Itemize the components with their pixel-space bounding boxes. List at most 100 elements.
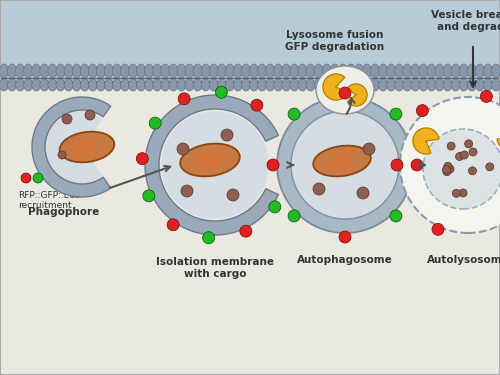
Ellipse shape	[0, 64, 8, 78]
Ellipse shape	[180, 144, 240, 176]
Ellipse shape	[306, 64, 315, 78]
Ellipse shape	[185, 64, 194, 78]
Ellipse shape	[492, 79, 500, 91]
Circle shape	[486, 163, 494, 171]
Ellipse shape	[242, 64, 250, 78]
Ellipse shape	[88, 79, 97, 91]
Ellipse shape	[314, 79, 323, 91]
Ellipse shape	[338, 79, 347, 91]
Circle shape	[221, 129, 233, 141]
Ellipse shape	[346, 64, 356, 78]
Ellipse shape	[80, 64, 89, 78]
Ellipse shape	[24, 79, 32, 91]
Ellipse shape	[386, 79, 396, 91]
Ellipse shape	[266, 64, 274, 78]
Ellipse shape	[64, 79, 73, 91]
Ellipse shape	[120, 64, 130, 78]
Circle shape	[442, 165, 450, 174]
Ellipse shape	[169, 64, 178, 78]
Ellipse shape	[218, 64, 226, 78]
Ellipse shape	[48, 79, 57, 91]
Circle shape	[391, 159, 403, 171]
Circle shape	[143, 190, 155, 202]
Circle shape	[177, 143, 189, 155]
Ellipse shape	[128, 79, 138, 91]
Ellipse shape	[314, 64, 323, 78]
Ellipse shape	[56, 64, 65, 78]
Ellipse shape	[394, 64, 404, 78]
Circle shape	[339, 87, 351, 99]
Ellipse shape	[459, 64, 468, 78]
Ellipse shape	[435, 79, 444, 91]
Circle shape	[416, 105, 428, 117]
Ellipse shape	[8, 64, 16, 78]
Circle shape	[390, 108, 402, 120]
Polygon shape	[413, 128, 439, 154]
Ellipse shape	[152, 64, 162, 78]
Ellipse shape	[209, 64, 218, 78]
Ellipse shape	[96, 79, 106, 91]
Text: Autolysosome: Autolysosome	[426, 255, 500, 265]
Ellipse shape	[322, 64, 331, 78]
Ellipse shape	[16, 79, 24, 91]
Circle shape	[456, 153, 464, 160]
Polygon shape	[45, 110, 103, 184]
Polygon shape	[323, 74, 347, 100]
Polygon shape	[145, 95, 278, 235]
Ellipse shape	[72, 79, 81, 91]
Ellipse shape	[306, 79, 315, 91]
Ellipse shape	[298, 64, 307, 78]
Ellipse shape	[258, 64, 266, 78]
Ellipse shape	[274, 64, 282, 78]
Ellipse shape	[88, 64, 97, 78]
Ellipse shape	[201, 64, 210, 78]
Ellipse shape	[443, 64, 452, 78]
Circle shape	[447, 142, 455, 150]
Ellipse shape	[330, 64, 339, 78]
Polygon shape	[32, 97, 110, 197]
Ellipse shape	[193, 79, 202, 91]
Ellipse shape	[161, 64, 170, 78]
Ellipse shape	[484, 79, 492, 91]
Ellipse shape	[330, 79, 339, 91]
Ellipse shape	[298, 79, 307, 91]
Ellipse shape	[443, 79, 452, 91]
Circle shape	[339, 231, 351, 243]
Ellipse shape	[411, 64, 420, 78]
Ellipse shape	[0, 79, 8, 91]
Ellipse shape	[290, 64, 299, 78]
Ellipse shape	[266, 79, 274, 91]
Ellipse shape	[394, 79, 404, 91]
Ellipse shape	[209, 79, 218, 91]
Circle shape	[216, 86, 228, 98]
Ellipse shape	[24, 64, 32, 78]
Ellipse shape	[234, 79, 242, 91]
Circle shape	[149, 117, 161, 129]
Ellipse shape	[72, 64, 81, 78]
Ellipse shape	[313, 146, 371, 176]
Circle shape	[446, 165, 454, 173]
Ellipse shape	[250, 79, 258, 91]
Circle shape	[178, 93, 190, 105]
Ellipse shape	[316, 66, 374, 114]
Ellipse shape	[370, 64, 380, 78]
Ellipse shape	[427, 79, 436, 91]
Circle shape	[464, 140, 472, 148]
Circle shape	[136, 153, 148, 165]
Circle shape	[33, 173, 43, 183]
Ellipse shape	[112, 79, 122, 91]
Ellipse shape	[468, 64, 476, 78]
Ellipse shape	[32, 79, 41, 91]
Ellipse shape	[378, 79, 388, 91]
Ellipse shape	[234, 64, 242, 78]
Ellipse shape	[8, 79, 16, 91]
Circle shape	[459, 189, 467, 197]
Text: Isolation membrane
with cargo: Isolation membrane with cargo	[156, 257, 274, 279]
Ellipse shape	[435, 64, 444, 78]
Ellipse shape	[291, 111, 399, 219]
Ellipse shape	[274, 79, 282, 91]
Circle shape	[390, 210, 402, 222]
Circle shape	[452, 189, 460, 197]
Ellipse shape	[104, 64, 114, 78]
Ellipse shape	[32, 64, 41, 78]
